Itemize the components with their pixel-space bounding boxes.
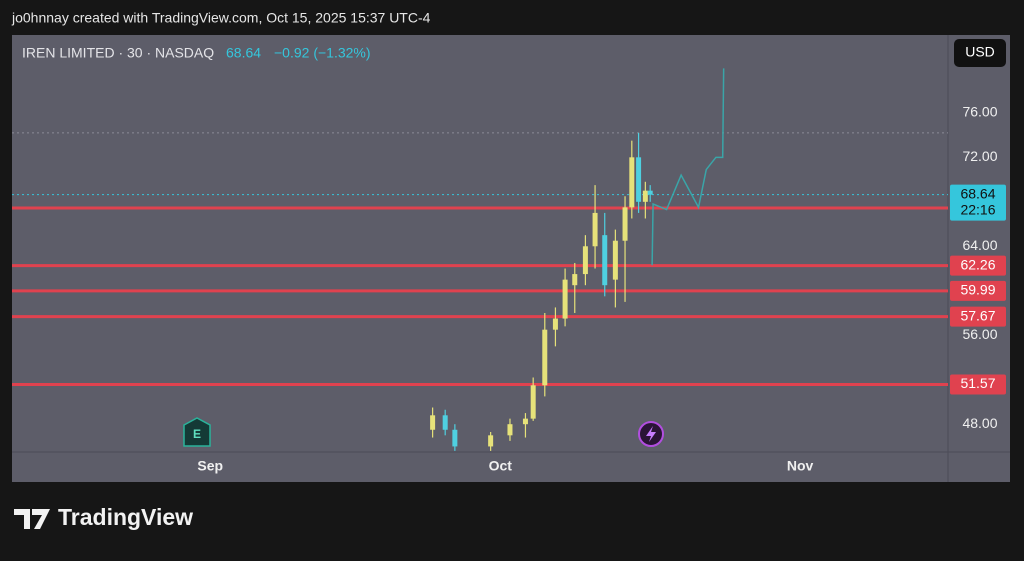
symbol-label: IREN LIMITED · 30 · NASDAQ [22,45,214,61]
candle-body [647,190,653,195]
candle-body [622,207,628,241]
countdown-label: 22:16 [960,201,995,217]
candle-body [602,235,608,286]
candle-body [442,415,448,430]
candle-body [592,212,598,247]
candle-body [552,318,558,330]
x-tick-label: Sep [197,458,223,474]
level-tag [950,280,1006,301]
level-label: 57.67 [960,307,995,323]
level-tag [950,306,1006,327]
level-tag [950,374,1006,395]
earnings-icon[interactable] [183,417,211,447]
candle-body [572,274,578,286]
price-change: −0.92 (−1.32%) [274,45,371,61]
earnings-label[interactable]: E [193,427,201,441]
candle-body [582,246,588,275]
candle-body [612,240,618,280]
candle-body [562,279,568,319]
candle-body [522,418,528,425]
header-text: jo0hnnay created with TradingView.com, O… [11,10,431,26]
projection-line [651,68,725,266]
y-tick-label: 76.00 [962,104,997,120]
level-label: 51.57 [960,375,995,391]
candle-body [488,435,494,447]
x-tick-label: Oct [489,458,513,474]
candle-body [430,415,436,430]
candle-body [452,429,458,447]
currency-label[interactable]: USD [965,44,995,60]
y-tick-label: 56.00 [962,326,997,342]
last-price-tag [950,184,1006,221]
last-price-tag-label: 68.64 [960,185,995,201]
y-tick-label: 48.00 [962,415,997,431]
candle-body [530,385,536,419]
candle-body [636,157,642,202]
candle-body [542,329,548,386]
last-price: 68.64 [226,45,261,61]
chart-panel [12,35,1010,482]
x-tick-label: Nov [787,458,814,474]
currency-button[interactable] [954,39,1006,67]
y-tick-label: 72.00 [962,148,997,164]
lightning [646,426,656,442]
brand-name: TradingView [58,504,193,530]
y-tick-label: 64.00 [962,237,997,253]
level-label: 59.99 [960,282,995,298]
candle-body [507,424,513,436]
brand-logo [14,509,50,529]
candle-body [629,157,635,208]
level-tag [950,255,1006,276]
level-label: 62.26 [960,256,995,272]
candle-body [642,190,648,202]
